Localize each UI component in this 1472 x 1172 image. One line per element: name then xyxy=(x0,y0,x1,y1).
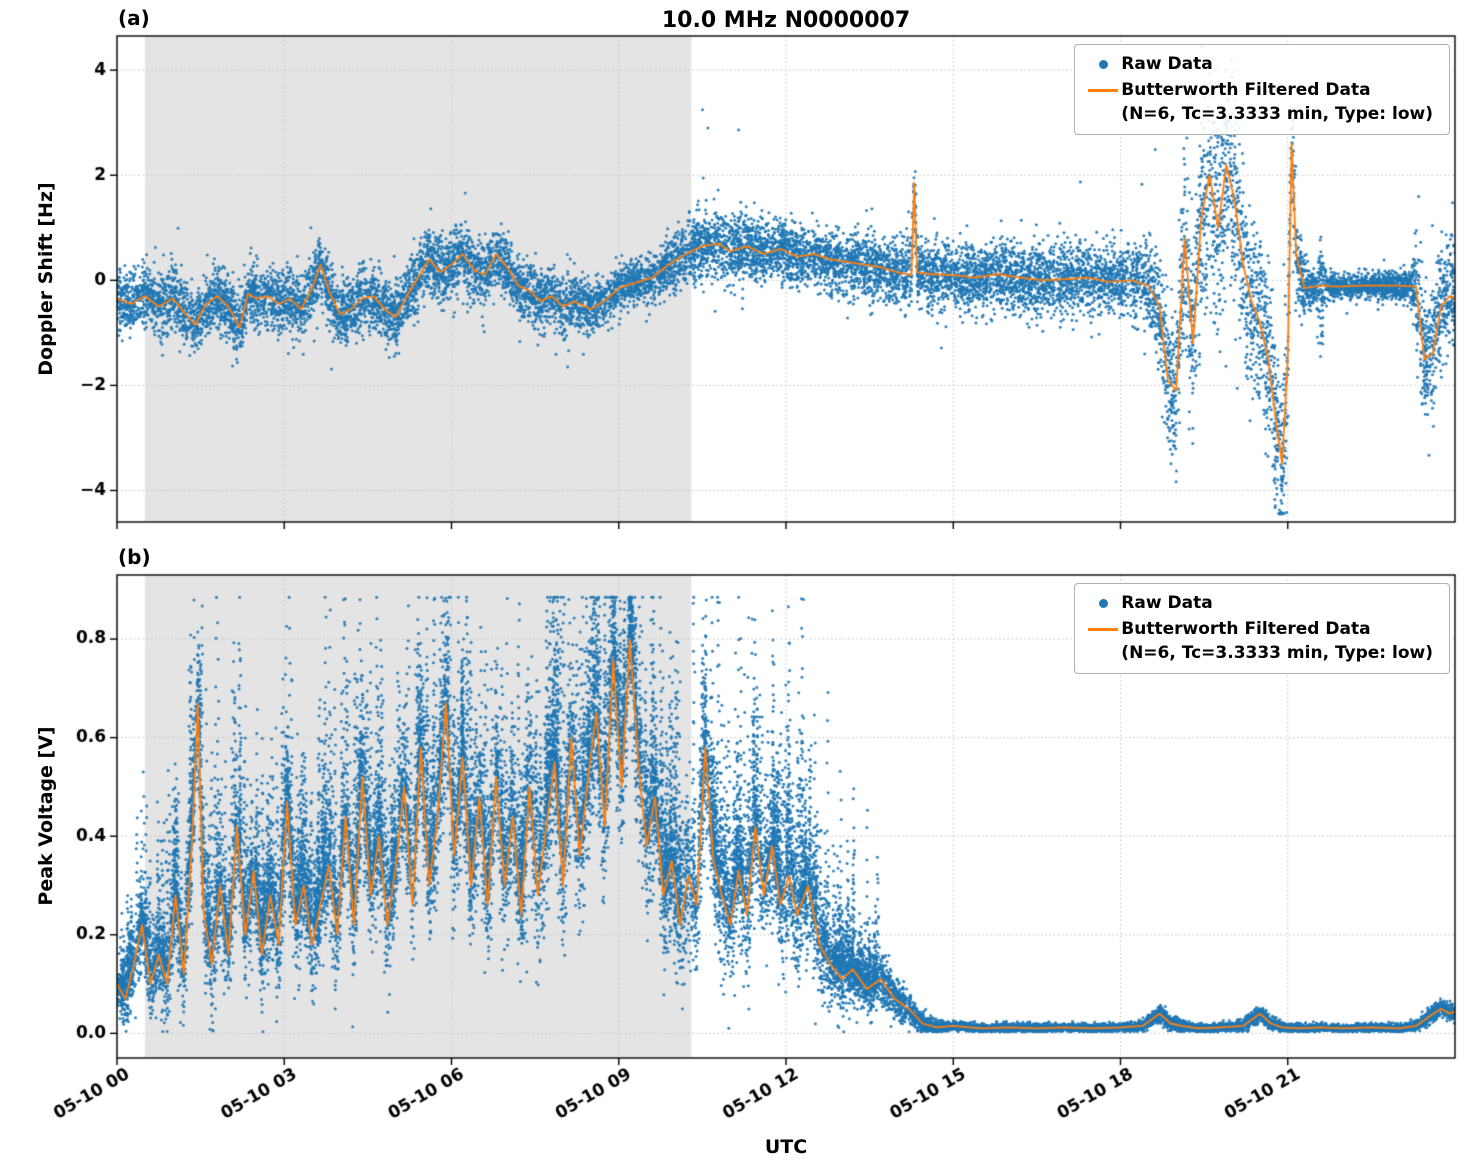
raw-data-marker-icon xyxy=(1098,599,1108,609)
legend-raw-label: Raw Data xyxy=(1121,593,1213,613)
legend-filtered-label: Butterworth Filtered Data xyxy=(1121,619,1371,640)
legend-filtered-params: (N=6, Tc=3.3333 min, Type: low) xyxy=(1121,642,1433,663)
legend-filtered-label: Butterworth Filtered Data xyxy=(1121,80,1371,101)
legend-panel-a: Raw Data Butterworth Filtered Data (N=6,… xyxy=(1074,44,1450,135)
chart-title: 10.0 MHz N0000007 xyxy=(661,8,911,33)
legend-panel-b: Raw Data Butterworth Filtered Data (N=6,… xyxy=(1074,583,1450,674)
panel-a-label: (a) xyxy=(118,6,150,30)
x-axis-label: UTC xyxy=(764,1136,808,1158)
legend-raw-label: Raw Data xyxy=(1121,54,1213,74)
panel-b-label: (b) xyxy=(118,545,151,569)
y-axis-label-voltage: Peak Voltage [V] xyxy=(35,726,57,906)
y-axis-label-doppler: Doppler Shift [Hz] xyxy=(35,182,57,376)
legend-filtered-params: (N=6, Tc=3.3333 min, Type: low) xyxy=(1121,103,1433,124)
filtered-data-marker-icon xyxy=(1088,628,1119,632)
raw-data-marker-icon xyxy=(1098,60,1108,70)
filtered-data-marker-icon xyxy=(1088,89,1119,93)
